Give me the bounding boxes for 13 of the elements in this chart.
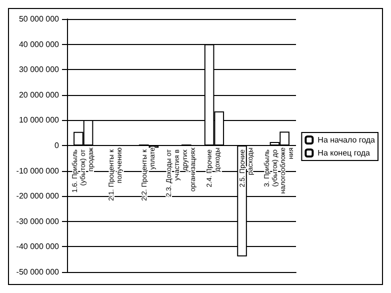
y-tick-label: -10 000 000 <box>16 166 60 176</box>
y-tick-label: -40 000 000 <box>16 242 60 252</box>
y-tick-label: 10 000 000 <box>18 116 60 125</box>
y-tick-label: 50 000 000 <box>18 14 60 24</box>
y-tick-label: -20 000 000 <box>16 192 60 201</box>
y-tick-label: 0 <box>54 141 60 150</box>
y-tick-label: -30 000 000 <box>16 216 60 226</box>
y-tick-label: 40 000 000 <box>18 40 60 49</box>
legend-label: На конец года <box>318 148 371 158</box>
y-tick-label: 30 000 000 <box>18 65 60 74</box>
y-tick-label: -50 000 000 <box>16 268 60 276</box>
y-tick-label: 20 000 000 <box>18 90 60 100</box>
legend-label: На начало года <box>318 136 376 144</box>
